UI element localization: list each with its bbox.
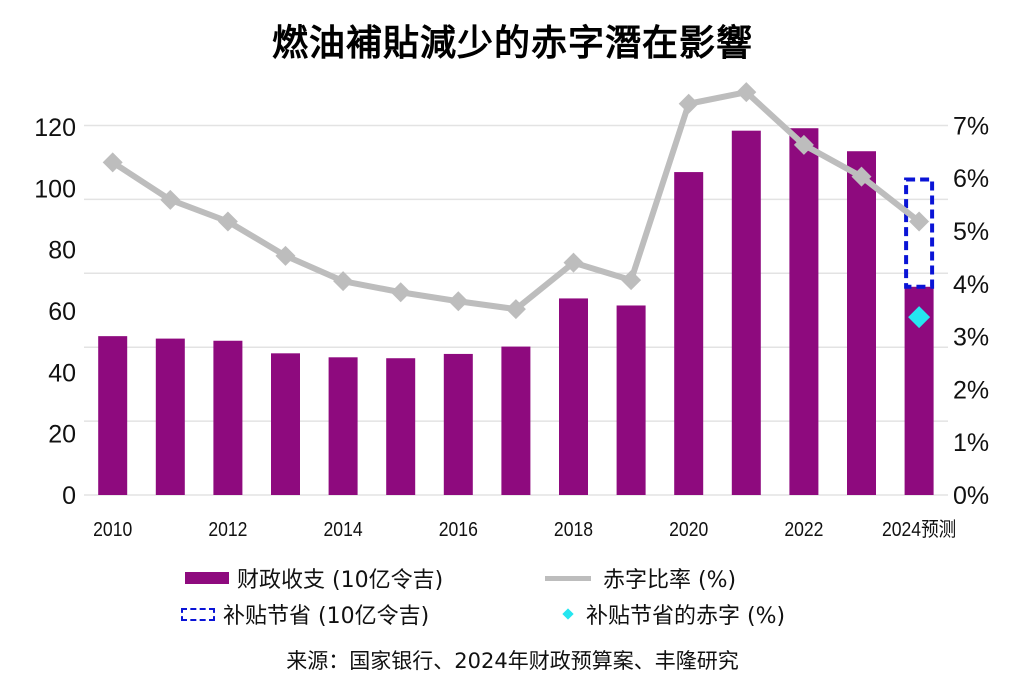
line-marker-deficit-ratio [160,189,181,210]
line-marker-deficit-ratio [333,271,354,292]
legend-item-fiscal-balance: 财政收支 (10亿令吉) [185,562,443,594]
right-axis-tick-label: 0% [953,482,989,510]
line-marker-deficit-ratio [505,299,526,320]
x-axis-tick-label: 2014 [324,518,363,540]
bar-fiscal-balance [213,340,243,495]
x-axis-tick-label: 2020 [669,518,708,540]
legend-label: 赤字比率 (%) [603,568,737,593]
x-axis-tick-label: 2016 [439,518,478,540]
bar-fiscal-balance [616,305,646,495]
line-marker-deficit-ratio [736,82,757,103]
line-marker-deficit-ratio [390,282,411,303]
legend-bar-swatch [185,572,229,584]
point-subsidy-deficit [908,306,931,329]
legend-line-swatch [545,575,591,581]
bar-fiscal-balance [328,357,358,495]
chart-title: 燃油補貼減少的赤字潛在影響 [271,23,753,64]
x-axis-tick-label: 2022 [784,518,823,540]
bar-fiscal-balance [501,346,531,495]
left-axis-tick-label: 0 [62,482,76,510]
right-axis-tick-label: 3% [953,324,989,352]
bar-fiscal-balance [559,298,588,495]
line-marker-deficit-ratio [275,245,296,266]
legend-item-subsidy-savings: 补贴节省 (10亿令吉) [181,598,429,630]
x-axis-tick-label: 2010 [93,518,132,540]
x-axis-tick-label: 2024预测 [882,518,956,540]
line-marker-deficit-ratio [909,211,930,232]
dashed-bar-subsidy-savings [904,177,935,289]
legend-item-deficit-ratio: 赤字比率 (%) [545,562,736,594]
left-axis-tick-label: 60 [48,298,76,326]
right-axis-tick-label: 5% [953,218,989,246]
legend-dashed-swatch [181,607,215,621]
line-marker-deficit-ratio [793,134,814,155]
x-axis-tick-label: 2018 [554,518,593,540]
legend-label: 财政收支 (10亿令吉) [237,568,444,593]
left-axis-tick-label: 120 [34,114,76,142]
bar-fiscal-balance [98,336,128,495]
right-axis-tick-label: 2% [953,376,989,404]
bar-fiscal-balance [386,358,416,495]
legend-label: 补贴节省 (10亿令吉) [223,604,430,629]
line-marker-deficit-ratio [217,211,238,232]
line-marker-deficit-ratio [621,270,642,291]
line-marker-deficit-ratio [851,166,872,187]
source-note: 来源：国家银行、2024年财政预算案、丰隆研究 [286,649,739,673]
legend-label: 补贴节省的赤字 (%) [586,604,786,629]
bar-fiscal-balance [847,151,876,495]
bar-fiscal-balance [731,130,761,495]
legend-diamond-swatch [562,608,574,620]
right-axis-tick-label: 4% [953,271,989,299]
line-marker-deficit-ratio [448,291,469,312]
right-axis-tick-label: 6% [953,165,989,193]
left-axis-tick-label: 20 [48,421,76,449]
right-axis-tick-label: 7% [953,112,989,140]
bar-fiscal-balance [155,338,185,495]
bar-fiscal-balance [443,353,473,495]
bar-fiscal-balance [789,128,819,495]
bar-fiscal-balance [271,353,300,495]
legend-item-subsidy-deficit: 补贴节省的赤字 (%) [560,598,785,630]
line-marker-deficit-ratio [102,152,123,173]
left-axis-tick-label: 100 [34,175,76,203]
bar-fiscal-balance [674,172,704,495]
line-marker-deficit-ratio [678,93,699,114]
left-axis-tick-label: 80 [48,237,76,265]
left-axis-tick-label: 40 [48,359,76,387]
x-axis-tick-label: 2012 [208,518,247,540]
line-marker-deficit-ratio [563,252,584,273]
right-axis-tick-label: 1% [953,429,989,457]
